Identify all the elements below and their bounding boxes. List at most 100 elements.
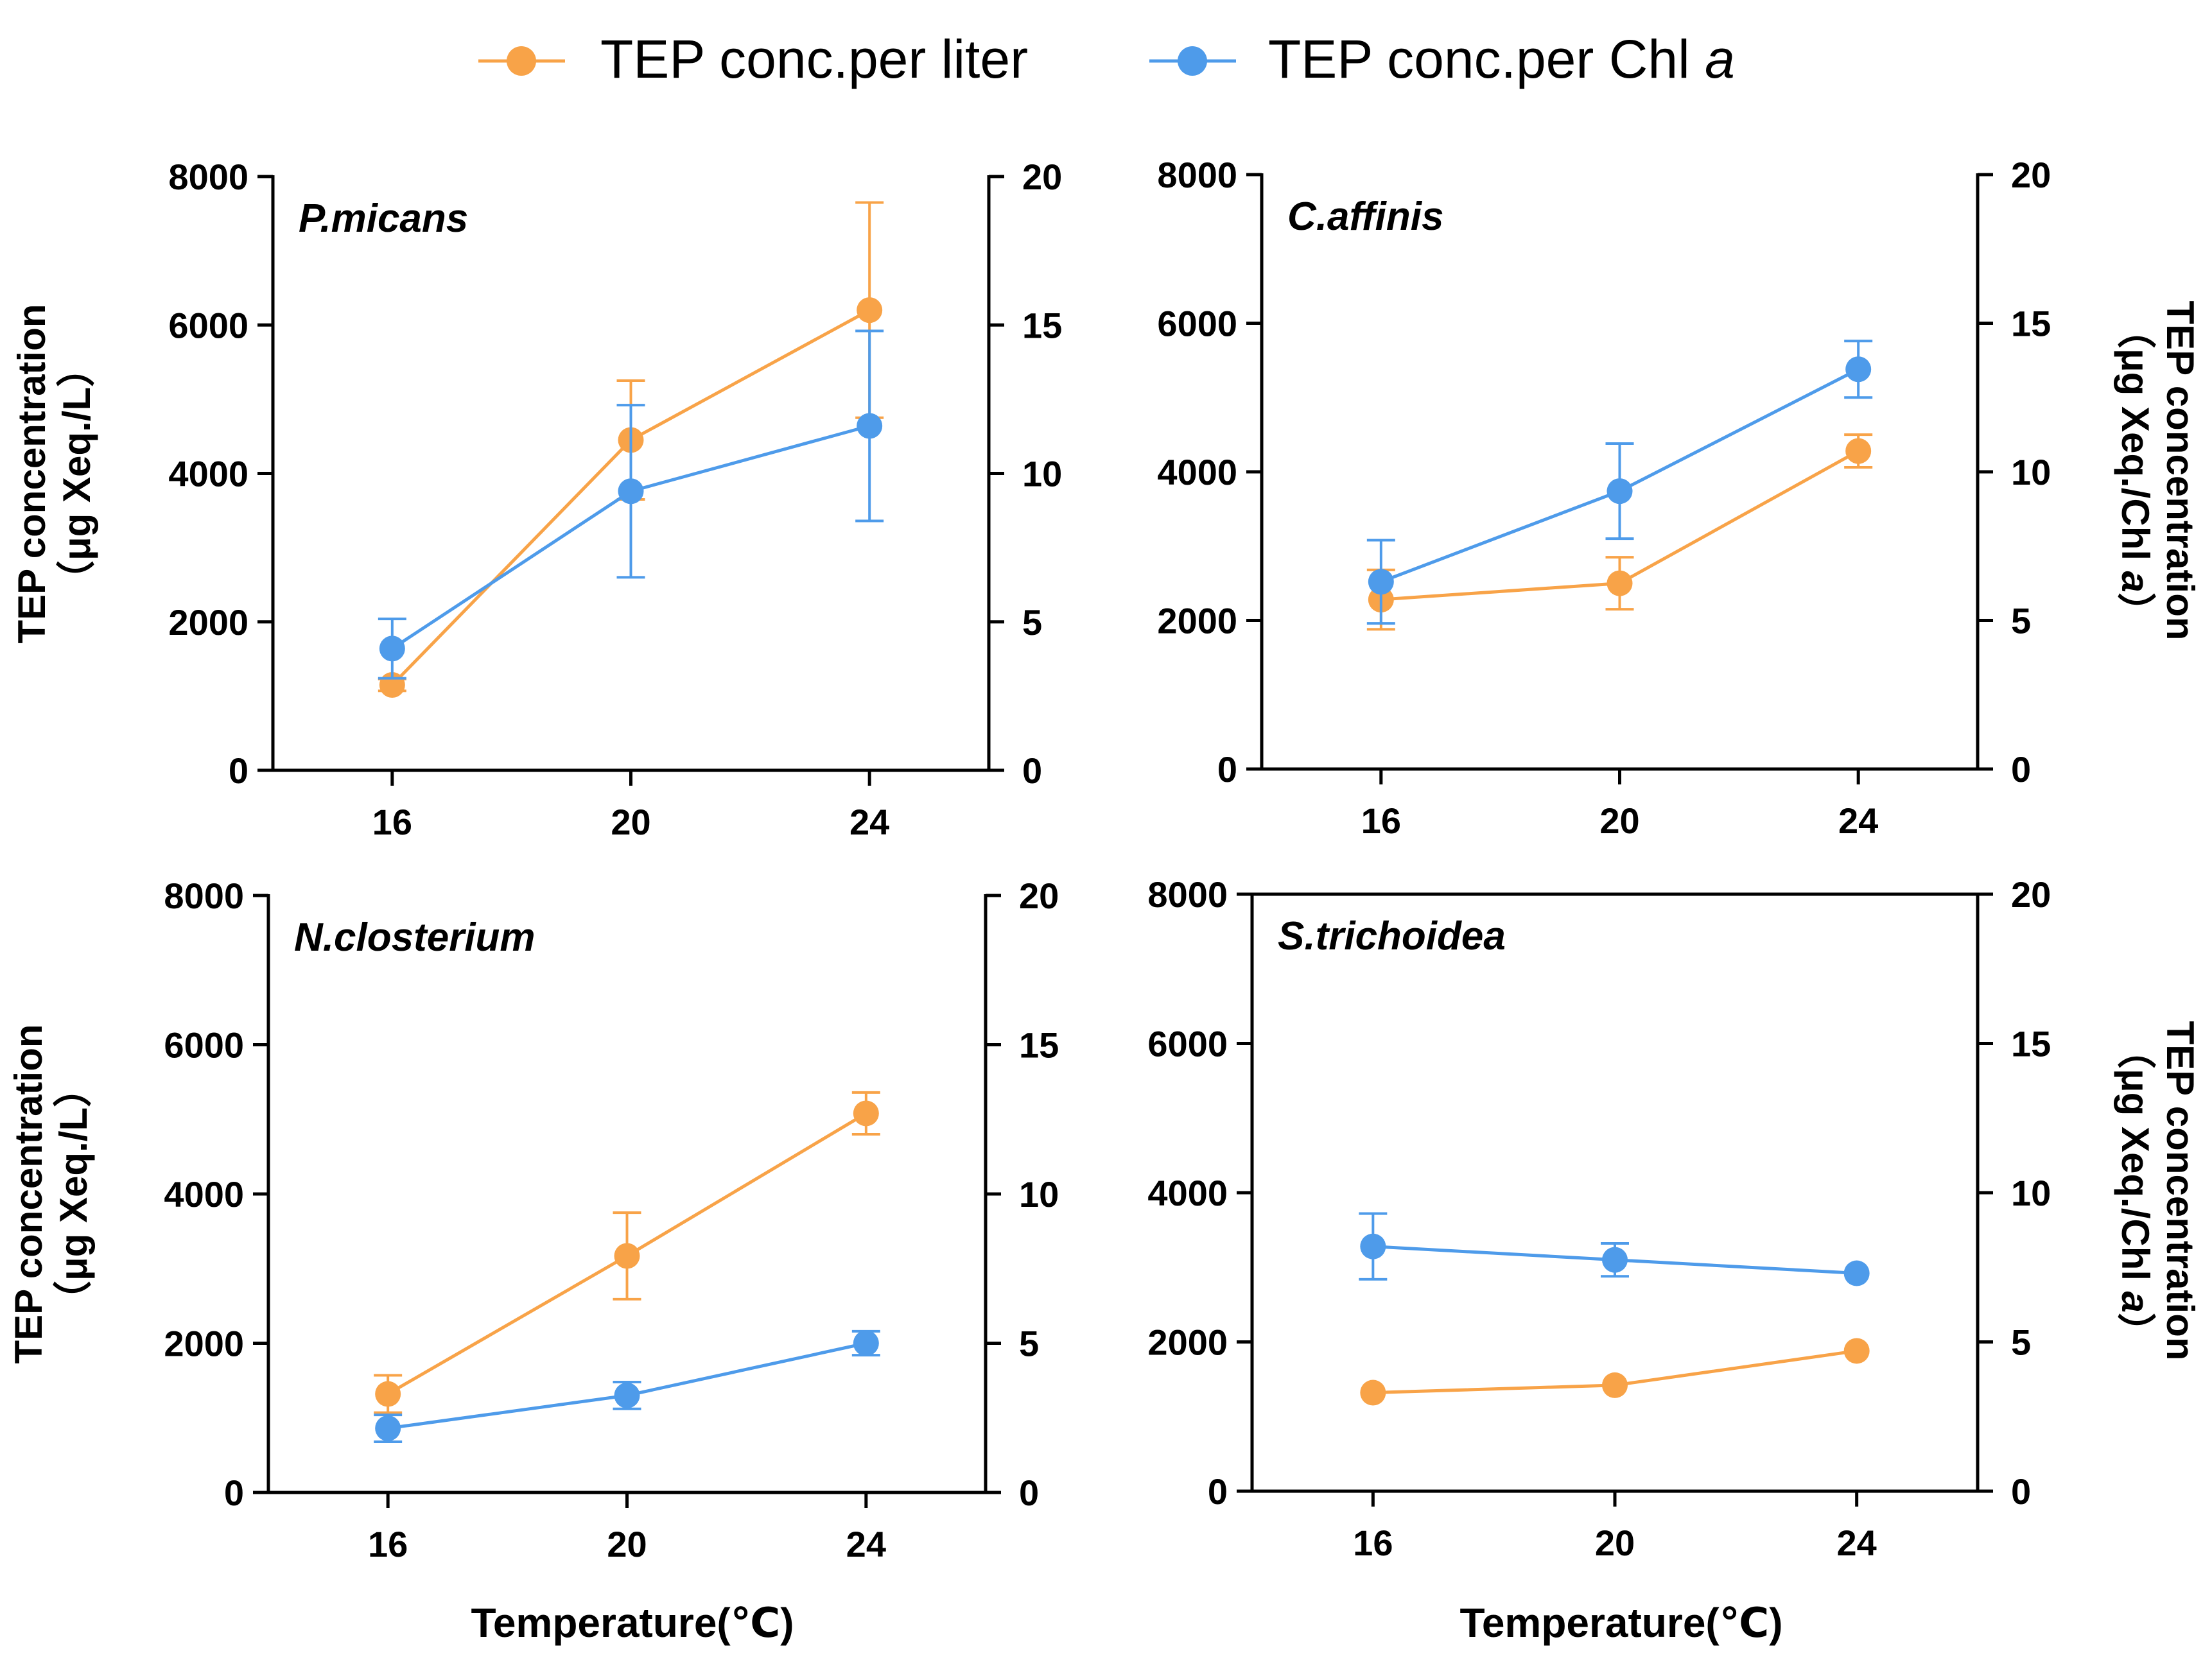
left-y-tick-label: 2000 bbox=[1157, 601, 1237, 641]
legend-label-per-chl-italic: a bbox=[1705, 29, 1735, 89]
right-ylabel-top-suffix: ） bbox=[2114, 592, 2157, 631]
right-y-tick-label: 5 bbox=[1022, 602, 1042, 643]
right-y-tick-label: 15 bbox=[1019, 1025, 1059, 1066]
right-y-tick-label: 0 bbox=[1022, 750, 1042, 791]
x-tick-label: 16 bbox=[1361, 800, 1401, 841]
right-ylabel-bottom-line2: （μg Xeq./Chl a） bbox=[2114, 1030, 2157, 1351]
legend-marker-per-chl bbox=[1178, 46, 1207, 76]
panel-s-trichoidea: S.trichoidea 0 2000 4000 6000 8000 0 5 10 15 20 16 2… bbox=[1147, 874, 2051, 1563]
right-y-tick-label: 20 bbox=[2011, 155, 2051, 195]
right-ylabel-top-prefix: （μg Xeq./Chl bbox=[2114, 310, 2157, 571]
series-per-liter bbox=[1366, 433, 1873, 631]
left-y-tick-label: 0 bbox=[1217, 749, 1237, 790]
right-ylabel-top-line1: TEP concentration bbox=[2159, 301, 2202, 641]
right-y-tick-label: 0 bbox=[1019, 1473, 1039, 1513]
xlabel-left: Temperature(℃) bbox=[471, 1600, 794, 1646]
x-tick-label: 20 bbox=[1595, 1523, 1635, 1563]
x-tick-label: 16 bbox=[368, 1524, 408, 1564]
left-y-tick-label: 8000 bbox=[1147, 874, 1228, 915]
data-point-per-liter bbox=[1360, 1379, 1386, 1406]
left-y-tick-label: 6000 bbox=[1147, 1024, 1228, 1064]
right-y-tick-label: 20 bbox=[1022, 157, 1062, 197]
right-y-tick-label: 10 bbox=[1019, 1174, 1059, 1215]
data-point-per-chl bbox=[1845, 356, 1872, 383]
left-y-tick-label: 6000 bbox=[1157, 304, 1237, 344]
left-y-tick-label: 6000 bbox=[164, 1025, 244, 1066]
data-point-per-liter bbox=[614, 1243, 640, 1269]
right-y-tick-label: 0 bbox=[2011, 749, 2031, 790]
right-y-tick-label: 15 bbox=[2011, 1024, 2051, 1064]
data-point-per-liter bbox=[857, 297, 883, 324]
legend-item-per-chl: TEP conc.per Chl a bbox=[1149, 29, 1735, 89]
left-ylabel-top-line2: （μg Xeq./L） bbox=[55, 349, 98, 599]
panel-title: N.closterium bbox=[294, 915, 536, 960]
x-tick-label: 24 bbox=[1837, 1523, 1877, 1563]
right-y-tick-label: 5 bbox=[2011, 601, 2031, 641]
legend-item-per-liter: TEP conc.per liter bbox=[478, 29, 1028, 89]
right-y-tick-label: 10 bbox=[1022, 454, 1062, 494]
data-point-per-chl bbox=[1360, 1233, 1386, 1259]
right-ylabel-top-line2: （μg Xeq./Chl a） bbox=[2114, 310, 2157, 631]
right-y-tick-label: 10 bbox=[2011, 452, 2051, 492]
left-y-tick-label: 0 bbox=[224, 1473, 244, 1513]
right-y-tick-label: 15 bbox=[1022, 305, 1062, 345]
data-point-per-chl bbox=[618, 478, 644, 505]
left-ylabel-bottom-line2: （μg Xeq./L） bbox=[52, 1069, 95, 1319]
x-tick-label: 24 bbox=[846, 1524, 886, 1564]
legend-label-per-chl: TEP conc.per Chl a bbox=[1268, 29, 1735, 89]
left-y-tick-label: 2000 bbox=[1147, 1322, 1228, 1363]
data-point-per-liter bbox=[1607, 570, 1633, 596]
panel-title: C.affinis bbox=[1287, 195, 1443, 239]
x-tick-label: 16 bbox=[372, 802, 412, 842]
data-point-per-liter bbox=[853, 1100, 879, 1127]
left-y-tick-label: 4000 bbox=[1157, 452, 1237, 492]
right-y-tick-label: 15 bbox=[2011, 304, 2051, 344]
data-point-per-chl bbox=[857, 413, 883, 439]
series-per-liter bbox=[374, 1091, 880, 1414]
data-point-per-chl bbox=[1602, 1247, 1628, 1273]
panel-c-affinis: C.affinis 0 2000 4000 6000 8000 0 5 10 15 20 16 20 24 bbox=[1157, 155, 2051, 841]
series-per-chl bbox=[374, 1329, 880, 1443]
left-ylabel-bottom-line1: TEP concentration bbox=[7, 1025, 50, 1364]
right-y-tick-label: 20 bbox=[1019, 876, 1059, 916]
data-point-per-liter bbox=[1845, 438, 1872, 464]
panel-title: P.micans bbox=[299, 196, 468, 241]
series-per-chl bbox=[1366, 340, 1873, 625]
data-point-per-chl bbox=[379, 636, 405, 662]
series-per-chl bbox=[378, 329, 884, 680]
xlabel-right: Temperature(℃) bbox=[1459, 1600, 1782, 1646]
right-ylabel-bottom-italic: a bbox=[2114, 1292, 2157, 1313]
x-tick-label: 24 bbox=[849, 802, 889, 842]
left-y-tick-label: 0 bbox=[229, 750, 248, 791]
right-y-tick-label: 20 bbox=[2011, 874, 2051, 915]
x-tick-label: 20 bbox=[611, 802, 650, 842]
right-y-tick-label: 5 bbox=[1019, 1324, 1039, 1364]
left-ylabel-top-line1: TEP concentration bbox=[10, 304, 53, 644]
left-y-tick-label: 8000 bbox=[1157, 155, 1237, 195]
right-ylabel-top-italic: a bbox=[2114, 571, 2157, 592]
data-point-per-liter bbox=[1602, 1372, 1628, 1398]
panel-n-closterium: N.closterium 0 2000 4000 6000 8000 0 5 10 15 20 16 2… bbox=[164, 876, 1059, 1564]
legend-label-per-liter: TEP conc.per liter bbox=[600, 29, 1028, 89]
data-point-per-chl bbox=[614, 1382, 640, 1408]
panel-p-micans: P.micans 0 2000 4000 6000 8000 0 5 10 15 20 16 20 24 bbox=[168, 157, 1062, 842]
series-per-liter bbox=[1360, 1338, 1870, 1406]
right-ylabel-bottom-line1: TEP concentration bbox=[2159, 1021, 2202, 1361]
left-y-tick-label: 2000 bbox=[168, 602, 248, 643]
x-tick-label: 20 bbox=[1599, 800, 1639, 841]
left-y-tick-label: 8000 bbox=[164, 876, 244, 916]
legend-label-per-chl-text: TEP conc.per Chl bbox=[1268, 29, 1705, 89]
right-ylabel-bottom-prefix: （μg Xeq./Chl bbox=[2114, 1030, 2157, 1292]
left-y-tick-label: 4000 bbox=[1147, 1173, 1228, 1213]
data-point-per-chl bbox=[1368, 569, 1394, 595]
legend: TEP conc.per liter TEP conc.per Chl a bbox=[478, 29, 1735, 89]
x-tick-label: 24 bbox=[1838, 800, 1878, 841]
left-y-tick-label: 6000 bbox=[168, 305, 248, 345]
panel-title: S.trichoidea bbox=[1278, 914, 1506, 958]
legend-marker-per-liter bbox=[507, 46, 536, 76]
data-point-per-liter bbox=[1843, 1338, 1870, 1364]
data-point-per-liter bbox=[375, 1381, 401, 1407]
right-y-tick-label: 10 bbox=[2011, 1173, 2051, 1213]
left-y-tick-label: 0 bbox=[1208, 1471, 1228, 1512]
data-point-per-chl bbox=[853, 1330, 879, 1356]
